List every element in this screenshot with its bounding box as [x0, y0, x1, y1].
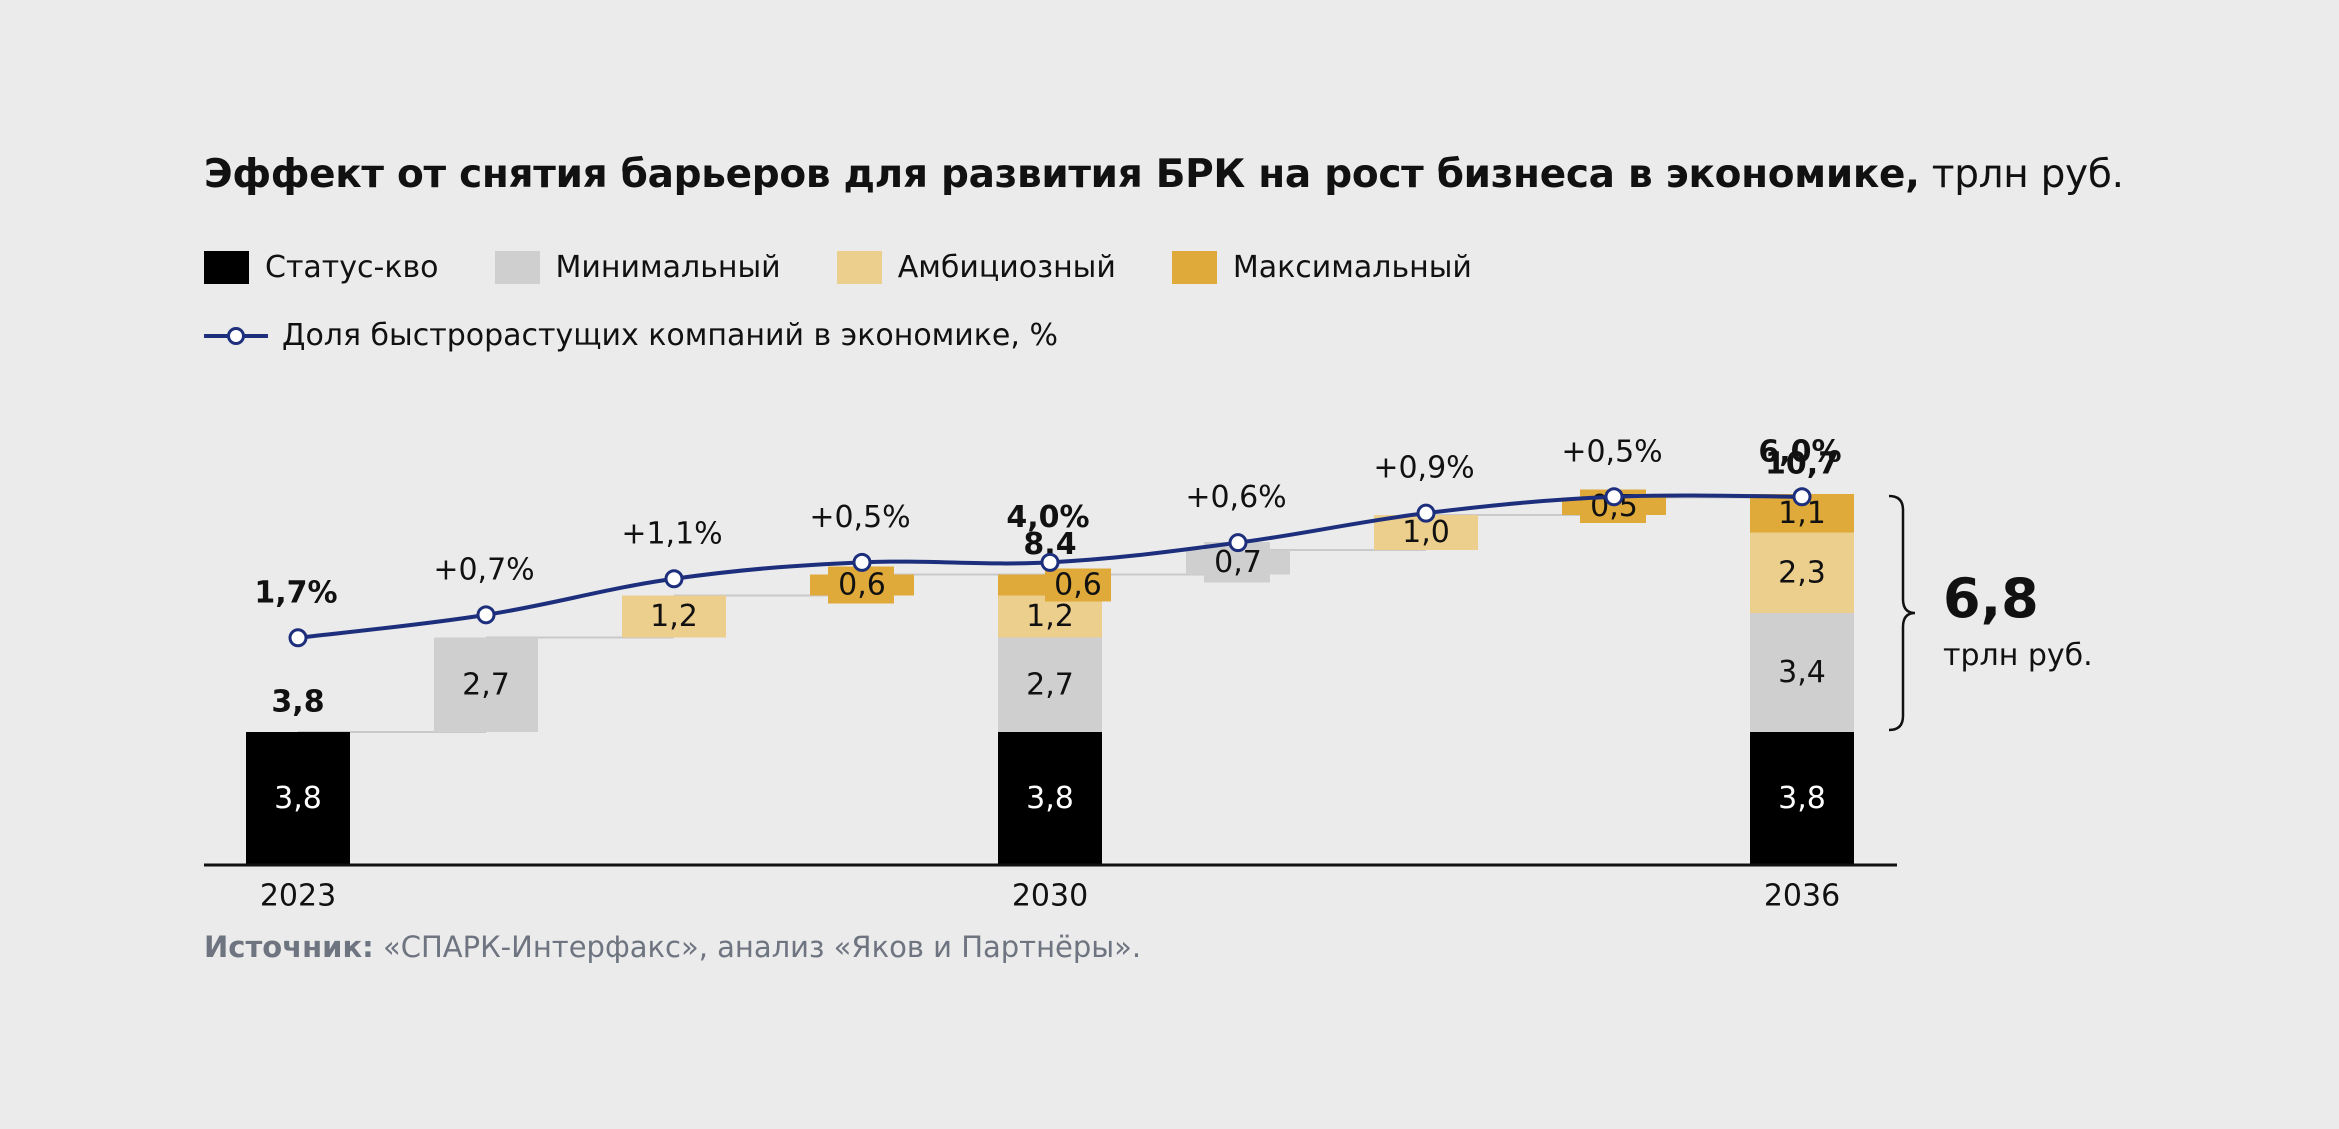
line-point-label: 1,7% — [254, 575, 337, 610]
bar-value-label: 3,8 — [1778, 781, 1826, 816]
bar-segment — [998, 732, 1102, 865]
x-tick-label: 2036 — [1764, 879, 1840, 914]
line-point — [1040, 552, 1060, 572]
legend-swatch-minimal — [494, 251, 540, 284]
legend-swatch-ambitious — [836, 251, 882, 284]
line-point-label: +0,5% — [809, 500, 910, 535]
legend-item-ambitious: Амбициозный — [836, 250, 1116, 285]
bar-segment — [246, 732, 350, 865]
bar-value-label: 0,6 — [838, 568, 886, 603]
line-marker-icon — [204, 326, 268, 345]
bar-value-label: 3,4 — [1778, 655, 1826, 690]
legend: Статус-кво Минимальный Амбициозный Макси… — [204, 250, 1528, 285]
bar-value-label: 1,2 — [650, 599, 698, 634]
bar-segment — [1186, 550, 1290, 575]
bar-segment — [998, 637, 1102, 732]
bar-segment-stub — [1045, 568, 1111, 602]
legend-swatch-maximal — [1171, 251, 1217, 284]
line-point — [476, 605, 496, 625]
legend-item-status-quo: Статус-кво — [204, 250, 439, 285]
legend-label-minimal: Минимальный — [555, 250, 781, 285]
legend-label-maximal: Максимальный — [1232, 250, 1472, 285]
bar-segment — [1750, 532, 1854, 613]
line-point — [1228, 533, 1248, 553]
bar-value-label: 0,6 — [1054, 568, 1102, 603]
bracket-icon — [1888, 494, 1916, 732]
bar-total-label: 3,8 — [271, 685, 324, 720]
line-point — [852, 552, 872, 572]
line-point — [288, 628, 308, 648]
bar-value-label: 3,8 — [274, 781, 322, 816]
bar-segment — [434, 637, 538, 732]
legend-label-line: Доля быстрорастущих компаний в экономике… — [282, 318, 1058, 353]
legend-swatch-status-quo — [204, 251, 249, 284]
line-point — [1792, 487, 1812, 507]
line-point-label: +1,1% — [621, 516, 722, 551]
source-text: «СПАРК-Интерфакс», анализ «Яков и Партнё… — [382, 930, 1142, 964]
x-tick-label: 2023 — [260, 879, 336, 914]
legend-item-line: Доля быстрорастущих компаний в экономике… — [204, 318, 1058, 353]
total-effect-value: 6,8 — [1943, 567, 2039, 630]
bar-total-label: 10,7 — [1765, 447, 1839, 482]
bar-value-label: 2,7 — [1026, 667, 1074, 702]
line-point-label: 4,0% — [1006, 500, 1089, 535]
line-point — [664, 569, 684, 589]
bar-segment — [622, 595, 726, 638]
bar-value-label: 2,3 — [1778, 555, 1826, 590]
bar-segment — [1750, 732, 1854, 865]
bar-value-label: 1,2 — [1026, 599, 1074, 634]
legend-label-ambitious: Амбициозный — [897, 250, 1116, 285]
line-point — [1416, 503, 1436, 523]
total-effect-unit: трлн руб. — [1943, 638, 2093, 673]
bar-value-label: 2,7 — [462, 667, 510, 702]
bar-segment — [998, 595, 1102, 638]
bar-segment — [810, 574, 914, 596]
source-label: Источник: — [204, 930, 374, 964]
line-point — [1604, 487, 1624, 507]
line-point-label: +0,7% — [433, 552, 534, 587]
x-tick-label: 2030 — [1012, 879, 1088, 914]
legend-label-status-quo: Статус-кво — [265, 250, 439, 285]
bar-segment — [1750, 613, 1854, 732]
line-point-label: 6,0% — [1758, 434, 1841, 469]
total-effect: 6,8 трлн руб. — [1943, 567, 2093, 674]
chart-title-unit: трлн руб. — [1931, 152, 2124, 197]
line-point-label: +0,6% — [1185, 480, 1286, 515]
source-note: Источник: «СПАРК-Интерфакс», анализ «Яко… — [204, 930, 1141, 964]
legend-item-maximal: Максимальный — [1171, 250, 1472, 285]
chart-title-main: Эффект от снятия барьеров для развития Б… — [204, 152, 1920, 197]
line-point-label: +0,9% — [1373, 451, 1474, 486]
legend-item-minimal: Минимальный — [494, 250, 781, 285]
bar-value-label: 3,8 — [1026, 781, 1074, 816]
line-point-label: +0,5% — [1561, 434, 1662, 469]
chart-title: Эффект от снятия барьеров для развития Б… — [204, 152, 2124, 197]
